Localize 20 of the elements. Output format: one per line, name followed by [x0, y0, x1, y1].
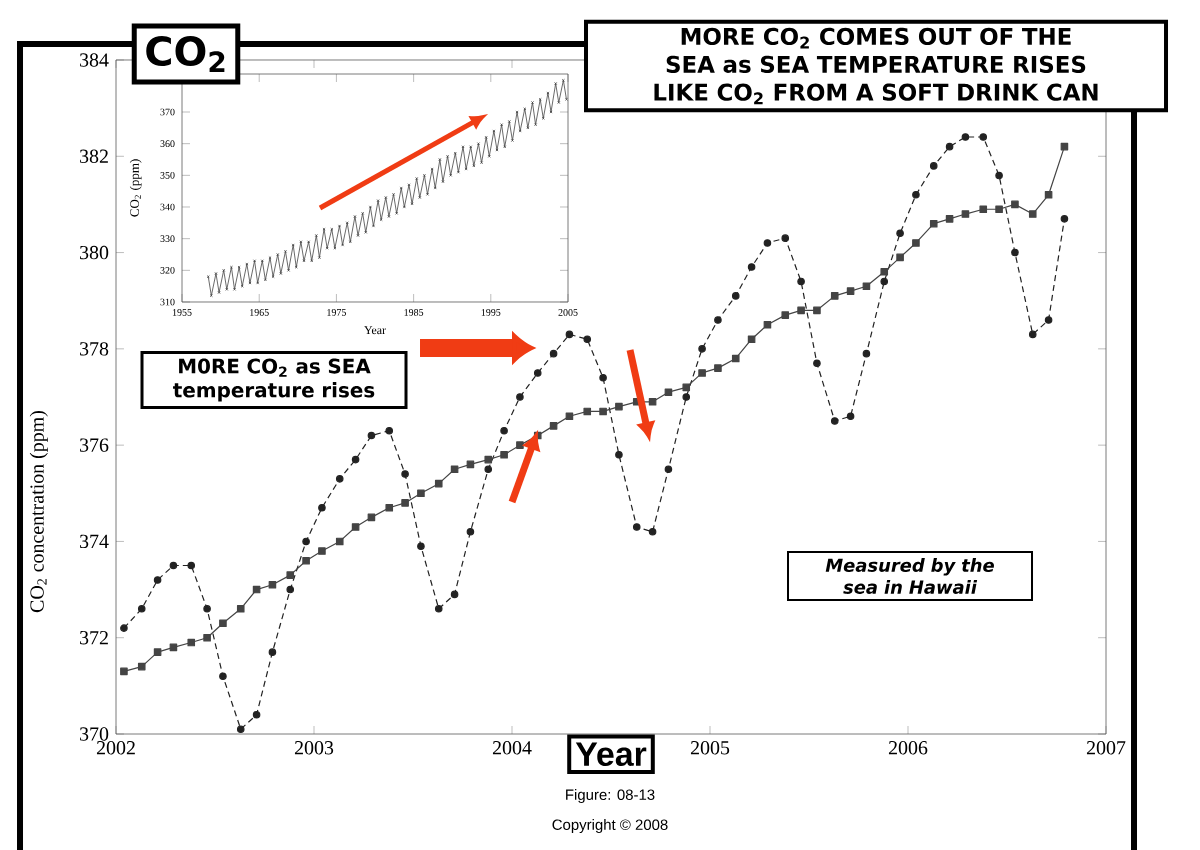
x-tick-label: 2003 [294, 741, 334, 755]
annotation: Measured by the sea in Hawaii [825, 558, 994, 594]
y-tick-label: 384 [80, 53, 109, 67]
x-tick-label: 2004 [492, 741, 532, 755]
x-tick-label: 2006 [888, 741, 928, 755]
annotation: MORE CO$_{2}$ COMES OUT OF THE SEA as SEA TEMPERATURE RISES LIKE CO$_{2}$ FROM A SOFT DRINK CAN [654, 27, 1098, 105]
x-tick-label: 2005 [690, 741, 730, 755]
y-tick-label: 380 [80, 245, 109, 260]
y-tick-label: 376 [80, 438, 109, 452]
y-axis-title: CO$_{2}$ concentration (ppm) [29, 411, 48, 613]
x-tick-label: 2002 [96, 741, 135, 755]
x-axis-title: Year [575, 742, 647, 767]
y-tick-label: 374 [80, 534, 109, 549]
x-tick-label: 2007 [1086, 741, 1126, 755]
y-tick-label: 370 [80, 727, 109, 741]
annotation: M0RE CO$_{2}$ as SEA temperature rises [173, 358, 375, 402]
chart-title: CO$_{2}$ [146, 35, 225, 73]
y-tick-label: 372 [80, 631, 108, 645]
y-tick-label: 378 [80, 342, 109, 356]
y-tick-label: 382 [80, 149, 108, 163]
